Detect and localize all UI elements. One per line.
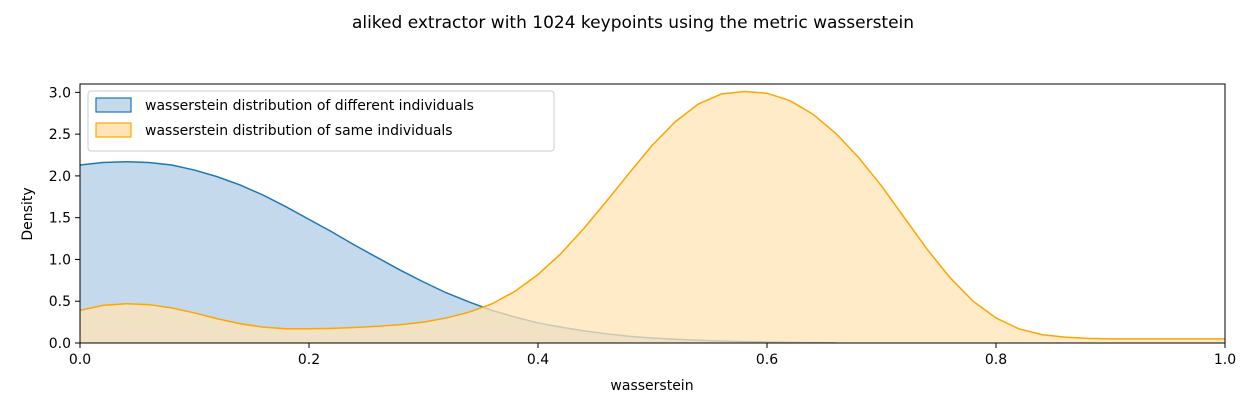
x-tick-label: 0.8 [985,352,1007,368]
y-tick-label: 2.5 [49,127,71,143]
legend-swatch-1 [95,122,132,138]
x-tick-label: 0.4 [527,352,549,368]
x-axis-ticks: 0.0 0.2 0.4 0.6 0.8 1.0 [69,343,1236,368]
x-tick-label: 0.0 [69,352,91,368]
y-tick-label: 0.5 [49,294,71,310]
y-tick-label: 1.5 [49,211,71,227]
y-tick-label: 1.0 [49,252,71,268]
y-axis-label: Density [20,187,36,240]
y-tick-label: 2.0 [49,169,71,185]
legend-box [87,90,555,152]
x-tick-label: 0.6 [756,352,778,368]
x-tick-label: 0.2 [298,352,320,368]
series-1-line [79,90,1225,340]
y-axis-ticks: 0.0 0.5 1.0 1.5 2.0 2.5 3.0 [49,85,80,352]
plot-frame [79,83,1226,344]
chart-title: aliked extractor with 1024 keypoints usi… [352,13,914,33]
y-tick-label: 3.0 [49,85,71,101]
legend-label-1: wasserstein distribution of same individ… [145,123,453,139]
x-tick-label: 1.0 [1214,352,1236,368]
y-tick-label: 0.0 [49,336,71,352]
legend-swatch-0 [95,97,132,113]
legend-label-0: wasserstein distribution of different in… [145,98,474,114]
series-1-area [80,91,1225,344]
series-layer [79,90,1225,344]
x-axis-label: wasserstein [610,378,693,394]
legend: wasserstein distribution of different in… [87,90,555,152]
series-0-area [80,161,836,343]
